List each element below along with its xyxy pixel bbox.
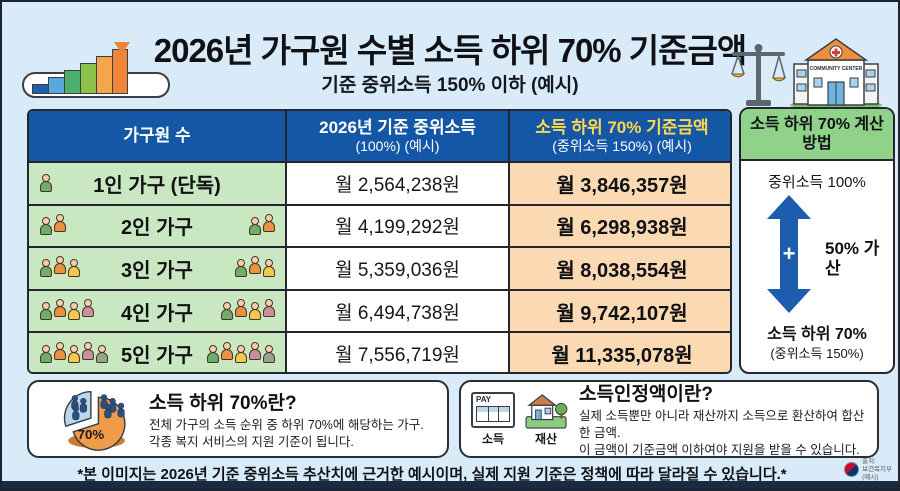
household-label: 1인 가구 (단독) <box>93 174 221 197</box>
median-income-cell: 월 4,199,292원 <box>287 205 510 249</box>
column-header-label: 2026년 기준 중위소득 <box>319 118 476 138</box>
pay-slip-icon: PAY <box>471 391 515 428</box>
column-header-threshold: 소득 하위 70% 기준금액 (중위소득 150%) (예시) <box>510 111 730 163</box>
income-icon-label: 소득 <box>481 431 505 446</box>
median-income-cell: 월 5,359,036원 <box>287 248 510 291</box>
definition-text: 소득인정액이란? 실제 소득뿐만 아니라 재산까지 소득으로 환산하여 합산한 … <box>579 379 867 459</box>
disclaimer-text: *본 이미지는 2026년 기준 중위소득 추산치에 근거한 예시이며, 실제 … <box>77 466 787 483</box>
household-label: 3인 가구 <box>121 259 193 282</box>
household-size-cell: 5인 가구 <box>29 333 287 372</box>
source-attribution: 출처: 보건복지부 (예시) <box>844 458 892 481</box>
family-illustration <box>234 256 275 278</box>
household-size-cell: 3인 가구 <box>29 248 287 291</box>
column-header-label: 소득 하위 70% 기준금액 <box>535 118 709 138</box>
median-income-cell: 월 7,556,719원 <box>287 333 510 372</box>
pay-table <box>476 405 510 422</box>
threshold-cell: 월 3,846,357원 <box>510 163 730 206</box>
recognized-income-definition-box: PAY 소득 재산 소득인정액이란? 실제 소득뿐만 <box>459 380 879 458</box>
source-line: 보건복지부 <box>862 465 892 473</box>
source-line: 출처: <box>862 458 876 465</box>
bottom-70-label: 소득 하위 70% <box>767 326 867 344</box>
asset-icon-group: 재산 <box>523 392 569 447</box>
family-illustration <box>39 174 57 193</box>
household-size-cell: 2인 가구 <box>29 205 287 249</box>
building-sign-text: COMMUNITY CENTER <box>810 66 863 72</box>
threshold-cell: 월 11,335,078원 <box>510 333 730 372</box>
family-illustration <box>39 213 66 235</box>
definition-text: 소득 하위 70%란? 전체 가구의 소득 순위 중 하위 70%에 해당하는 … <box>149 388 424 451</box>
definition-line: 이 금액이 기준금액 이하여야 지원을 받을 수 있습니다. <box>579 442 860 457</box>
column-header-sublabel: (100%) (예시) <box>355 137 440 154</box>
family-illustration <box>248 213 275 235</box>
plus-sign: + <box>783 241 796 266</box>
column-header-household: 가구원 수 <box>29 111 287 163</box>
median-income-cell: 월 2,564,238원 <box>287 163 510 206</box>
income-icon-group: PAY 소득 <box>471 391 515 447</box>
median-income-cell: 월 6,494,738원 <box>287 290 510 334</box>
definition-title: 소득 하위 70%란? <box>149 392 297 414</box>
threshold-cell: 월 6,298,938원 <box>510 205 730 249</box>
household-label: 4인 가구 <box>121 302 193 325</box>
bottom-70-definition-box: 70% 소득 하위 70%란? 전체 가구의 소득 순위 중 하위 70%에 해… <box>27 380 449 458</box>
pie-percent-label: 70% <box>78 427 105 442</box>
community-center-icon: COMMUNITY CENTER <box>790 38 882 110</box>
calculation-method-title: 소득 하위 70% 계산 방법 <box>741 109 893 162</box>
gauge-bars <box>32 49 128 94</box>
median-100-label: 중위소득 100% <box>768 174 866 192</box>
pay-word: PAY <box>476 394 492 404</box>
income-threshold-table: 가구원 수 2026년 기준 중위소득 (100%) (예시) 소득 하위 70… <box>27 109 732 374</box>
government-logo-icon <box>844 462 860 478</box>
family-illustration <box>39 299 94 321</box>
asset-icon-label: 재산 <box>534 431 558 446</box>
page-subtitle: 기준 중위소득 150% 이하 (예시) <box>321 75 579 96</box>
family-illustration <box>39 256 80 278</box>
income-gauge-icon <box>22 42 172 102</box>
bottom-navy-strip <box>2 481 898 489</box>
calculation-method-body: 중위소득 100% + 50% 가산 소득 하위 70% (중위소득 150%) <box>741 161 893 370</box>
house-icon <box>525 393 568 429</box>
definition-title: 소득인정액이란? <box>579 384 713 406</box>
household-label: 2인 가구 <box>121 217 193 240</box>
threshold-cell: 월 8,038,554원 <box>510 248 730 291</box>
balance-scale-icon <box>730 44 787 106</box>
income-asset-icons: PAY 소득 재산 <box>471 391 569 447</box>
family-illustration <box>206 341 275 363</box>
column-header-label: 가구원 수 <box>123 126 191 146</box>
calculation-method-panel: 소득 하위 70% 계산 방법 중위소득 100% + 50% 가산 소득 하위… <box>739 107 895 374</box>
source-line: (예시) <box>862 473 879 481</box>
family-illustration <box>39 341 108 363</box>
gauge-marker-icon <box>114 42 130 54</box>
pie-chart-70-icon: 70% <box>63 390 126 451</box>
definition-line: 각종 복지 서비스의 지원 기준이 됩니다. <box>149 434 354 449</box>
definition-line: 전체 가구의 소득 순위 중 하위 70%에 해당하는 가구. <box>149 417 424 432</box>
bottom-150-sublabel: (중위소득 150%) <box>770 346 864 362</box>
household-size-cell: 1인 가구 (단독) <box>29 163 287 206</box>
household-size-cell: 4인 가구 <box>29 290 287 334</box>
definition-line: 실제 소득뿐만 아니라 재산까지 소득으로 환산하여 합산한 금액. <box>579 409 865 441</box>
corner-illustrations: COMMUNITY CENTER <box>730 32 890 110</box>
column-header-sublabel: (중위소득 150%) (예시) <box>552 137 692 154</box>
source-text: 출처: 보건복지부 (예시) <box>862 458 892 481</box>
page-title: 2026년 가구원 수별 소득 하위 70% 기준금액 <box>153 32 748 69</box>
column-header-median-income: 2026년 기준 중위소득 (100%) (예시) <box>287 111 510 163</box>
add-50-label: 50% 가산 <box>825 239 880 278</box>
family-illustration <box>220 299 275 321</box>
threshold-cell: 월 9,742,107원 <box>510 290 730 334</box>
double-arrow-icon: + <box>767 195 811 314</box>
household-label: 5인 가구 <box>121 345 193 368</box>
